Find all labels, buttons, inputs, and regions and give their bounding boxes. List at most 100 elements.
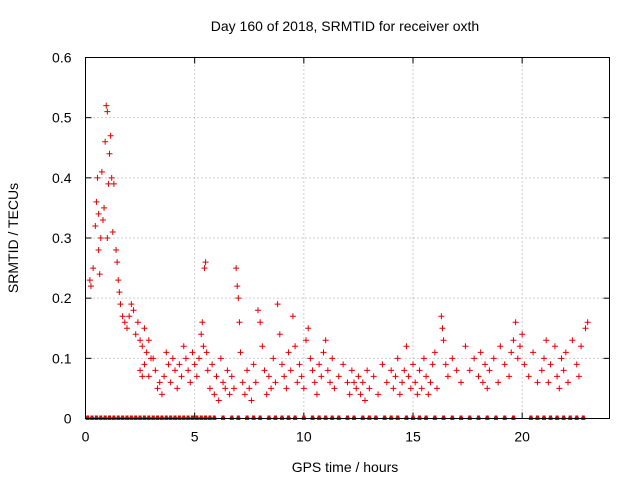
data-point: [235, 295, 242, 302]
data-point: [453, 367, 460, 374]
data-point: [94, 174, 101, 181]
data-point: [396, 391, 403, 398]
data-point: [525, 373, 532, 380]
data-point: [105, 180, 112, 187]
data-point: [209, 361, 216, 368]
data-point: [176, 361, 183, 368]
axis-ticks: [85, 57, 610, 419]
tick-labels: 0 0.1 0.2 0.3 0.4 0.5 0.6 0 5 10 15 20: [52, 50, 530, 445]
data-point: [307, 355, 314, 362]
data-point: [132, 331, 139, 338]
y-tick-label: 0.5: [52, 110, 72, 126]
data-point: [313, 391, 320, 398]
data-point: [215, 397, 222, 404]
data-point: [573, 361, 580, 368]
data-point: [578, 343, 585, 350]
data-point: [137, 337, 144, 344]
data-point: [466, 367, 473, 374]
data-point: [541, 355, 547, 362]
data-point: [130, 307, 137, 314]
data-point: [335, 373, 342, 380]
data-point: [514, 355, 521, 362]
data-point: [556, 385, 563, 392]
data-point: [394, 355, 401, 362]
data-point: [199, 319, 206, 326]
data-point: [477, 349, 484, 356]
data-point: [187, 379, 194, 386]
data-point: [418, 385, 425, 392]
data-point: [298, 373, 305, 380]
data-point: [217, 355, 224, 362]
data-point: [272, 379, 279, 386]
data-point: [104, 108, 111, 115]
data-point: [115, 277, 122, 284]
y-tick-label: 0.6: [52, 50, 72, 66]
data-point: [364, 367, 371, 374]
data-point: [551, 343, 558, 350]
data-point: [237, 349, 244, 356]
data-point: [196, 355, 203, 362]
data-point: [104, 235, 111, 241]
data-point: [318, 373, 325, 380]
y-tick-label: 0.2: [52, 290, 72, 306]
data-point: [482, 361, 489, 368]
data-point: [178, 373, 185, 380]
data-point: [167, 379, 174, 386]
data-point: [92, 222, 99, 229]
data-point: [226, 391, 233, 398]
x-tick-label: 15: [405, 429, 421, 445]
data-point: [479, 379, 486, 386]
data-point: [250, 361, 257, 368]
data-point: [228, 373, 235, 380]
data-point: [521, 361, 528, 368]
data-point: [165, 361, 172, 368]
chart-title: Day 160 of 2018, SRMTID for receiver oxt…: [211, 18, 479, 34]
data-point: [200, 343, 207, 350]
data-point: [96, 271, 103, 278]
data-point: [185, 367, 192, 374]
data-point: [244, 367, 251, 374]
data-point: [412, 379, 419, 386]
data-point: [370, 373, 377, 380]
y-tick-label: 0: [64, 411, 72, 427]
data-point: [259, 343, 266, 350]
data-point: [158, 391, 165, 398]
data-point: [109, 228, 116, 235]
data-point: [506, 373, 513, 380]
data-point: [329, 355, 336, 362]
data-point: [554, 373, 561, 380]
y-tick-label: 0.1: [52, 350, 72, 366]
data-point: [101, 204, 108, 211]
data-point: [261, 367, 268, 374]
data-point: [198, 331, 205, 338]
x-tick-label: 0: [82, 429, 90, 445]
data-point: [114, 259, 121, 266]
data-point: [236, 319, 243, 326]
data-point: [379, 361, 386, 368]
data-point: [141, 325, 148, 332]
data-point: [558, 355, 565, 362]
data-point: [252, 379, 259, 386]
data-point: [113, 247, 120, 254]
data-point: [108, 174, 115, 181]
data-point: [584, 319, 591, 326]
data-point: [268, 385, 275, 392]
data-point: [287, 367, 294, 374]
data-point: [123, 325, 130, 332]
data-point: [361, 397, 368, 404]
data-point: [193, 373, 200, 380]
data-point: [152, 367, 159, 374]
data-point: [366, 385, 373, 392]
data-point: [575, 373, 582, 380]
data-point: [497, 343, 504, 350]
data-point: [163, 349, 170, 356]
data-point: [357, 391, 364, 398]
data-point: [246, 385, 253, 392]
data-point: [538, 367, 545, 374]
data-point: [222, 385, 229, 392]
data-point: [296, 361, 303, 368]
data-point: [543, 337, 550, 344]
data-point: [462, 343, 469, 350]
data-point: [401, 367, 408, 374]
data-point: [510, 337, 517, 344]
